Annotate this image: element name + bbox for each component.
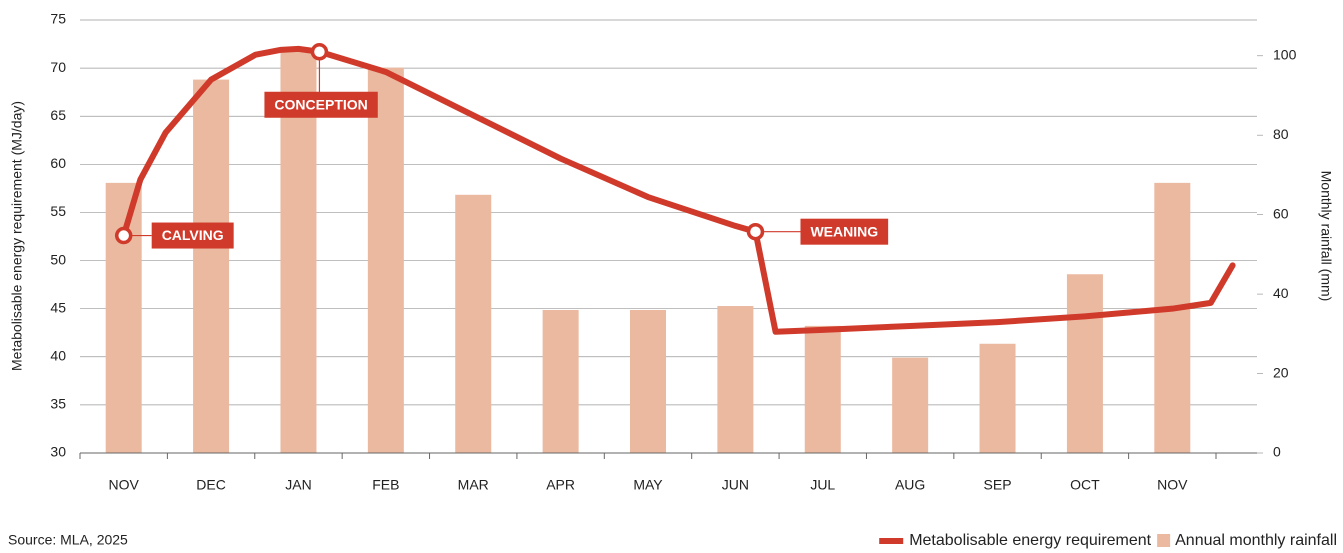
bar	[630, 309, 666, 453]
legend-swatch	[879, 538, 904, 544]
annotation-marker	[114, 226, 133, 245]
x-tick-label: JUL	[810, 477, 835, 493]
y2-axis-label: Monthly rainfall (mm)	[1318, 171, 1334, 302]
y2-tick-label: 60	[1273, 205, 1289, 221]
annotation-box	[800, 218, 889, 245]
y-tick-label: 30	[50, 444, 66, 460]
bar	[979, 343, 1016, 453]
y2-tick-label: 20	[1273, 364, 1289, 380]
x-tick-label: AUG	[895, 477, 925, 493]
x-tick-label: NOV	[1157, 477, 1188, 493]
x-tick-label: SEP	[984, 477, 1012, 493]
annotation: CALVING	[123, 222, 234, 249]
y2-tick-label: 100	[1273, 46, 1297, 62]
y2-tick-label: 40	[1273, 285, 1289, 301]
y-tick-label: 65	[50, 107, 66, 123]
x-tick-label: FEB	[372, 477, 399, 493]
y2-tick-label: 0	[1273, 444, 1281, 460]
y-tick-label: 60	[50, 155, 66, 171]
x-tick-label: JUN	[722, 477, 749, 493]
bar	[280, 51, 317, 453]
bar	[367, 67, 404, 453]
source: Source: MLA, 2025	[8, 532, 128, 548]
x-tick-label: NOV	[109, 477, 140, 493]
y2-tick-label: 80	[1273, 126, 1289, 142]
x-tick-label: MAR	[458, 477, 489, 493]
y-tick-label: 75	[50, 11, 66, 27]
legend-label: Metabolisable energy requirement	[909, 532, 1151, 549]
bar	[804, 325, 841, 453]
bar	[1066, 274, 1103, 453]
x-tick-label: APR	[546, 477, 575, 493]
annotation-label: CONCEPTION	[274, 96, 367, 112]
x-tick-label: JAN	[285, 477, 311, 493]
bar	[1154, 182, 1191, 453]
annotation-marker	[746, 222, 765, 241]
bar	[455, 194, 492, 453]
line	[120, 45, 1236, 335]
bar	[892, 357, 929, 453]
y-tick-label: 40	[50, 347, 66, 363]
x-tick-label: OCT	[1070, 477, 1100, 493]
y-tick-label: 70	[50, 59, 66, 75]
bar	[717, 306, 754, 453]
y-tick-label: 55	[50, 203, 66, 219]
x-tick-label: MAY	[633, 477, 663, 493]
annotation-box	[264, 91, 378, 118]
y-tick-label: 35	[50, 396, 66, 412]
x-tick-label: DEC	[196, 477, 226, 493]
bar	[542, 309, 579, 453]
bar	[193, 79, 230, 453]
annotation: WEANING	[755, 218, 889, 245]
annotation-label: WEANING	[810, 223, 878, 239]
bar	[105, 182, 142, 453]
y-tick-label: 50	[50, 251, 66, 267]
annotation-label: CALVING	[162, 227, 224, 243]
annotation-marker	[310, 43, 329, 61]
annotation: CONCEPTION	[264, 51, 378, 118]
y-tick-label: 45	[50, 299, 66, 315]
legend-label: Annual monthly rainfall	[1175, 532, 1337, 549]
legend-swatch	[1157, 534, 1171, 547]
annotation-box	[151, 222, 234, 249]
y-axis-label: Metabolisable energy requirement (MJ/day…	[9, 101, 25, 371]
